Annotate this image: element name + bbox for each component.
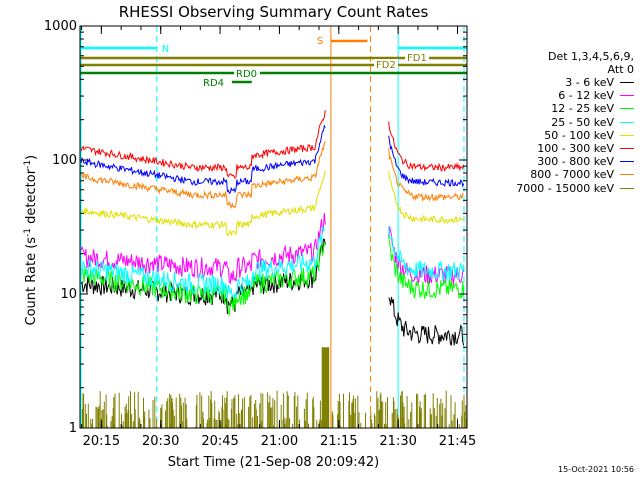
legend-entry-swatch <box>620 121 634 123</box>
legend-entry-swatch <box>620 108 634 110</box>
x-tick-label: 21:15 <box>320 434 357 449</box>
x-tick-label: 21:45 <box>439 434 476 449</box>
series-line-3 <box>80 225 465 300</box>
n-label-bg <box>159 42 172 53</box>
plot-frame <box>79 25 468 429</box>
legend-entry: 300 - 800 keV <box>478 155 634 168</box>
series-line-8 <box>81 347 467 428</box>
legend: Det 1,3,4,5,6,9, Att 0 3 - 6 keV 6 - 12 k… <box>478 50 634 195</box>
legend-entry-label: 300 - 800 keV <box>537 155 614 169</box>
y-tick-label: 1000 <box>44 19 77 34</box>
legend-header-detectors: Det 1,3,4,5,6,9, <box>547 50 634 63</box>
x-tick-label: 20:30 <box>142 434 179 449</box>
legend-entry: 6 - 12 keV <box>478 89 634 102</box>
legend-entry-label: 100 - 300 keV <box>537 142 614 156</box>
legend-entry-swatch <box>620 134 634 136</box>
y-tick-label: 1 <box>69 421 77 436</box>
legend-entry-swatch <box>620 95 634 97</box>
fd2-label-bg <box>374 59 398 70</box>
series-line-7 <box>80 141 464 209</box>
legend-entry: 25 - 50 keV <box>478 116 634 129</box>
y-tick-label: 10 <box>60 287 77 302</box>
x-tick-label: 21:30 <box>379 434 416 449</box>
legend-entry-swatch <box>620 82 634 84</box>
rd0-label: RD0 <box>236 69 257 80</box>
legend-entry-label: 25 - 50 keV <box>551 115 614 129</box>
rd0-label-bg <box>234 67 260 78</box>
series-line-6 <box>80 124 465 195</box>
y-axis-label: Count Rate (s-1 detector-1) <box>22 154 40 326</box>
x-axis-label: Start Time (21-Sep-08 20:09:42) <box>167 455 380 470</box>
legend-entry-label: 6 - 12 keV <box>558 89 614 103</box>
legend-entry: 7000 - 15000 keV <box>478 182 634 195</box>
legend-entry-label: 50 - 100 keV <box>544 128 614 142</box>
x-tick-label: 20:15 <box>83 434 120 449</box>
series-line-0 <box>80 238 465 346</box>
legend-entry-swatch <box>620 174 634 176</box>
legend-entry: 12 - 25 keV <box>478 102 634 115</box>
legend-entry: 800 - 7000 keV <box>478 168 634 181</box>
fd1-label: FD1 <box>407 53 427 64</box>
legend-entry-swatch <box>620 161 634 163</box>
series-line-4 <box>81 170 464 237</box>
y-tick-label: 100 <box>52 153 77 168</box>
fd1-label-bg <box>405 52 429 63</box>
fd2-label: FD2 <box>376 60 396 71</box>
x-tick-label: 20:45 <box>201 434 238 449</box>
legend-entry-label: 800 - 7000 keV <box>530 168 614 182</box>
legend-entry: 3 - 6 keV <box>478 76 634 89</box>
timestamp: 15-Oct-2021 10:56 <box>558 465 634 474</box>
legend-entry-swatch <box>620 148 634 150</box>
s-label: S <box>317 36 323 47</box>
s-label-bg <box>314 34 326 45</box>
legend-entry-label: 12 - 25 keV <box>551 102 614 116</box>
chart-title: RHESSI Observing Summary Count Rates <box>118 3 429 21</box>
series-line-2 <box>80 235 465 317</box>
legend-entry: 100 - 300 keV <box>478 142 634 155</box>
legend-entry-label: 3 - 6 keV <box>565 76 614 90</box>
series-line-5 <box>80 110 465 179</box>
rd4-label: RD4 <box>203 78 224 89</box>
legend-header-attenuator: Att 0 <box>607 63 634 76</box>
x-tick-label: 21:00 <box>261 434 298 449</box>
n-label: N <box>162 44 169 55</box>
legend-entry-swatch <box>620 187 634 189</box>
legend-entry-label: 7000 - 15000 keV <box>516 181 614 195</box>
legend-entry: 50 - 100 keV <box>478 129 634 142</box>
